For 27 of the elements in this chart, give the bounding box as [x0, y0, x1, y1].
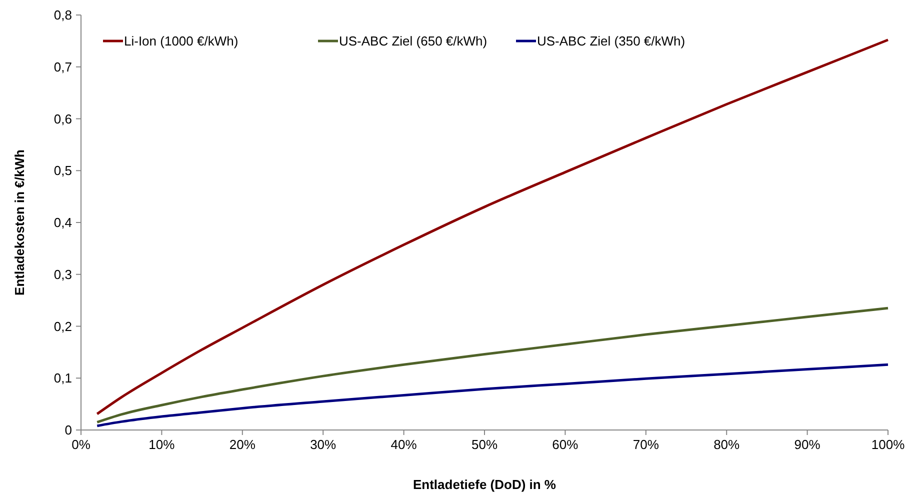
x-tick-label: 70% — [632, 437, 660, 452]
line-series — [96, 306, 890, 424]
x-tick-label: 100% — [871, 437, 906, 452]
x-tick-label: 50% — [471, 437, 498, 452]
y-tick-label: 0,6 — [54, 111, 72, 126]
x-tick-label: 90% — [794, 437, 821, 452]
y-tick-label: 0,3 — [54, 266, 72, 282]
y-tick-label: 0,1 — [54, 370, 72, 386]
x-tick-label: 20% — [229, 437, 256, 452]
legend-label: US-ABC Ziel (650 €/kWh) — [339, 34, 488, 49]
x-tick-label: 60% — [552, 437, 579, 452]
x-tick-label: 80% — [714, 437, 740, 452]
y-tick-label: 0,8 — [54, 8, 72, 23]
y-tick-label: 0,7 — [54, 59, 72, 74]
x-tick-label: 10% — [148, 437, 176, 452]
y-tick-label: 0,2 — [54, 318, 72, 334]
y-tick-label: 0,5 — [54, 163, 72, 178]
legend-label: Li-Ion (1000 €/kWh) — [124, 34, 238, 49]
y-tick-label: 0 — [64, 422, 72, 438]
line-series — [96, 363, 890, 428]
x-tick-label: 30% — [310, 437, 337, 452]
y-tick-label: 0,4 — [54, 215, 72, 230]
x-tick-label: 40% — [390, 437, 418, 452]
legend-label: US-ABC Ziel (350 €/kWh) — [537, 34, 686, 49]
x-axis-title: Entladetiefe (DoD) in % — [412, 477, 556, 492]
y-axis-title: Entladekosten in €/kWh — [12, 149, 27, 296]
x-tick-label: 0% — [72, 437, 91, 452]
